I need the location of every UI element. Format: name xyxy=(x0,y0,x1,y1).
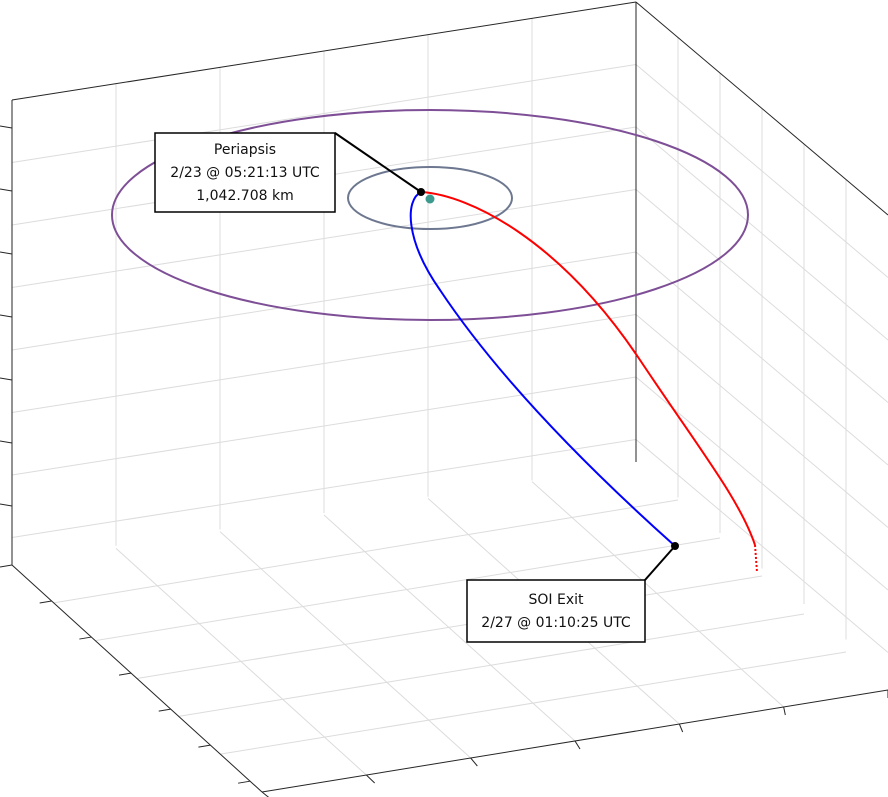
grid-line xyxy=(136,575,763,679)
outgoing-trajectory xyxy=(420,191,756,546)
grid-line xyxy=(115,547,367,776)
annotation-text: Periapsis xyxy=(214,142,276,158)
tick-mark xyxy=(158,708,171,712)
tick-mark xyxy=(198,744,211,748)
tick-mark xyxy=(79,636,92,640)
tick-mark xyxy=(678,723,684,733)
annotation-text: 2/23 @ 05:21:13 UTC xyxy=(170,165,320,181)
grid-line xyxy=(323,514,576,742)
tick-mark xyxy=(0,377,13,381)
tick-mark xyxy=(0,125,13,129)
tick-mark xyxy=(0,440,13,444)
tick-mark xyxy=(39,600,52,604)
tick-mark xyxy=(261,791,270,797)
body xyxy=(425,194,435,204)
trajectory-continuation xyxy=(754,544,758,573)
leader-line xyxy=(334,132,422,193)
grid xyxy=(11,18,888,776)
tick-mark xyxy=(0,564,13,568)
moon-orbit xyxy=(111,109,749,321)
tick-mark xyxy=(470,757,478,767)
tick-marks xyxy=(0,125,888,797)
grid-line xyxy=(219,531,472,759)
tick-mark xyxy=(0,314,13,318)
tick-mark xyxy=(0,188,13,192)
tick-mark xyxy=(783,706,786,716)
tick-mark xyxy=(574,740,581,750)
leader-line xyxy=(644,545,676,581)
annotation-text: SOI Exit xyxy=(529,592,585,608)
annotation-box xyxy=(154,132,336,213)
tick-mark xyxy=(365,774,376,784)
tick-mark xyxy=(0,251,13,255)
tick-mark xyxy=(238,780,251,784)
annotation-text: 1,042.708 km xyxy=(196,188,293,204)
annotation-text: 2/27 @ 01:10:25 UTC xyxy=(481,615,631,631)
soi-ellipse xyxy=(347,166,513,230)
axes-box xyxy=(11,1,888,793)
incoming-trajectory xyxy=(409,191,676,547)
tick-mark xyxy=(0,503,13,507)
grid-line xyxy=(531,481,785,708)
tick-mark xyxy=(118,672,132,676)
annotation-box xyxy=(466,579,646,643)
